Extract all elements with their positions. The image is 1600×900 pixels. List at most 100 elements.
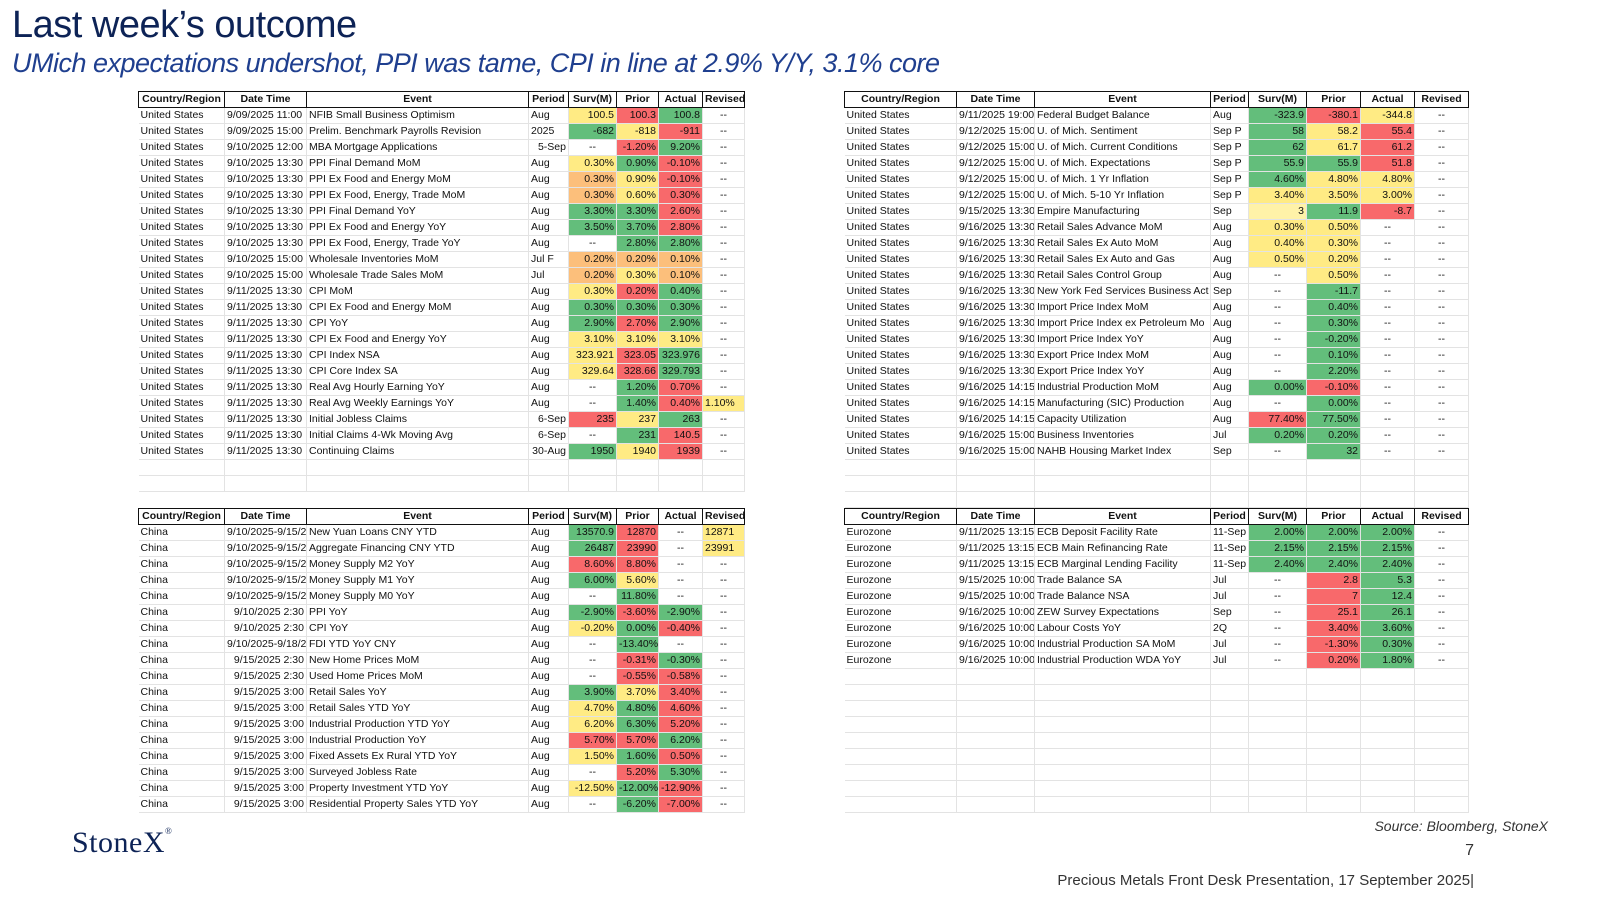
table-row: United States 9/16/2025 13:30 Retail Sales… [844,235,1469,252]
table-cell: NAHB Housing Market Index [1034,443,1211,460]
column-header: Date Time [956,91,1035,108]
table-cell: Aug [528,299,569,316]
table-cell: Property Investment YTD YoY [306,780,529,797]
table-row: United States 9/10/2025 15:00 Wholesale In… [138,251,745,268]
empty-cell [138,475,225,492]
table-cell: 0.50% [1248,251,1307,268]
slide-title: Last week’s outcome [12,4,357,46]
table-cell: Sep [1210,443,1249,460]
table-cell: -0.55% [616,668,659,685]
table-cell: United States [138,139,225,156]
empty-cell [1248,475,1307,492]
column-header: Surv(M) [568,508,617,525]
table-cell: Retail Sales YTD YoY [306,700,529,717]
empty-cell [1306,684,1361,701]
table-cell: U. of Mich. Current Conditions [1034,139,1211,156]
table-cell: China [138,556,225,573]
table-cell: -- [1248,283,1307,300]
table-cell: 3.60% [1360,620,1415,637]
table-cell: Aug [1210,107,1249,124]
table-cell: Eurozone [844,524,957,541]
empty-cell [1360,700,1415,717]
table-cell: 12.4 [1360,588,1415,605]
empty-cell [1248,684,1307,701]
column-header: Prior [1306,508,1361,525]
table-cell: -- [702,748,745,765]
table-cell: 9/10/2025-9/15/2025 [224,588,307,605]
table-cell: -- [702,219,745,236]
table-row: United States 9/10/2025 13:30 PPI Ex Food,… [138,187,745,204]
table-cell: 100.5 [568,107,617,124]
table-cell: 9/15/2025 3:00 [224,796,307,813]
table-cell: Aug [528,604,569,621]
table-cell: -- [1414,443,1469,460]
table-cell: -- [658,556,703,573]
table-cell: 3.10% [616,331,659,348]
table-cell: -- [702,556,745,573]
table-row: China 9/15/2025 3:00 Residential Property … [138,796,745,813]
table-cell: -- [1248,395,1307,412]
table-cell: -0.40% [658,620,703,637]
table-cell: Eurozone [844,636,957,653]
table-cell: 9/15/2025 3:00 [224,700,307,717]
table-cell: 9/09/2025 11:00 [224,107,307,124]
table-cell: United States [138,379,225,396]
table-cell: -- [568,796,617,813]
empty-cell [1248,716,1307,733]
table-cell: -- [702,267,745,284]
table-cell: 0.30% [616,299,659,316]
table-cell: -- [1248,572,1307,589]
table-cell: 0.20% [616,283,659,300]
table-cell: -- [1414,363,1469,380]
column-header: Event [306,91,529,108]
header-row: Country/Region Date Time Event Period Surv(M… [138,508,745,525]
table-cell: 2.70% [616,315,659,332]
table-cell: -- [658,636,703,653]
table-cell: 9/16/2025 13:30 [956,347,1035,364]
table-cell: 9/11/2025 13:15 [956,556,1035,573]
table-cell: 9/15/2025 2:30 [224,668,307,685]
table-cell: 5.30% [658,764,703,781]
table-cell: Eurozone [844,588,957,605]
table-cell: 0.50% [1306,219,1361,236]
column-header: Period [528,91,569,108]
table-cell: 2.40% [1248,556,1307,573]
empty-cell [1360,780,1415,797]
table-cell: United States [844,219,957,236]
table-cell: -- [1248,363,1307,380]
stonex-logo: StoneX® [72,826,173,859]
table-cell: 323.921 [568,347,617,364]
empty-cell [1360,491,1415,508]
table-cell: 4.60% [658,700,703,717]
table-row: United States 9/11/2025 13:30 CPI Ex Food … [138,299,745,316]
table-cell: ECB Marginal Lending Facility [1034,556,1211,573]
table-cell: Industrial Production SA MoM [1034,636,1211,653]
table-cell: NFIB Small Business Optimism [306,107,529,124]
table-cell: -- [1360,315,1415,332]
table-cell: 9/11/2025 13:30 [224,315,307,332]
table-cell: 5.70% [568,732,617,749]
table-cell: United States [138,107,225,124]
table-cell: -- [702,636,745,653]
table-cell: -- [702,588,745,605]
empty-cell [1248,796,1307,813]
table-row: United States 9/12/2025 15:00 U. of Mich. … [844,155,1469,172]
table-cell: -- [702,155,745,172]
table-cell: New York Fed Services Business Act [1034,283,1211,300]
table-cell: 0.20% [568,251,617,268]
table-row: United States 9/16/2025 13:30 Import Price… [844,299,1469,316]
blank-row [844,491,1469,508]
empty-cell [844,491,957,508]
table-cell: Aug [528,684,569,701]
table-row: United States 9/16/2025 14:15 Manufacturin… [844,395,1469,412]
table-cell: 9/10/2025-9/15/2025 [224,540,307,557]
table-cell: United States [138,251,225,268]
table-cell: 11.80% [616,588,659,605]
empty-cell [1210,780,1249,797]
table-cell: 12871 [702,524,745,541]
table-cell: 2Q [1210,620,1249,637]
table-cell: Industrial Production YTD YoY [306,716,529,733]
empty-cell [1414,732,1469,749]
us-calendar-table-1: Country/Region Date Time Event Period Surv(M… [138,91,745,492]
table-cell: Retail Sales Control Group [1034,267,1211,284]
